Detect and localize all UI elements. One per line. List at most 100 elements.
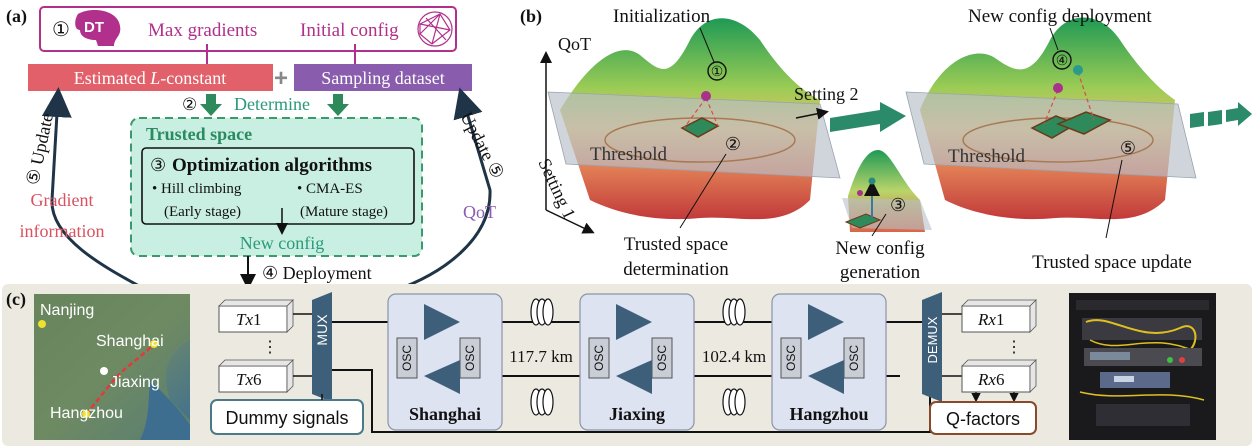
mature-stage-label: (Mature stage) — [300, 204, 388, 220]
node-label-hangzhou: Hangzhou — [789, 404, 868, 424]
osc-label-1: OSC — [400, 345, 414, 371]
plus-sign: + — [274, 65, 288, 92]
step1-marker-circle — [707, 61, 727, 81]
step5-marker: ⑤ — [1120, 138, 1136, 158]
amplifier-forward — [808, 304, 844, 340]
span1-length: 117.7 km — [509, 347, 573, 366]
osc-label-3: OSC — [592, 345, 606, 371]
threshold-label-right: Threshold — [948, 146, 1026, 167]
projection-line-4 — [1077, 71, 1095, 121]
estimated-l-constant-box — [28, 64, 273, 91]
deployment-label: ④ Deployment — [262, 263, 372, 283]
osc-box — [843, 337, 865, 379]
cma-es-label: • CMA-ES — [297, 181, 363, 197]
step2-circle: ② — [182, 95, 197, 114]
map-dot-nanjing — [38, 320, 46, 328]
osc-box — [588, 337, 610, 379]
osc-box — [459, 337, 481, 379]
initialization-label: Initialization — [613, 6, 711, 27]
node-label-shanghai: Shanghai — [409, 404, 481, 424]
map-label-hangzhou: Hangzhou — [50, 405, 123, 422]
tx-vdots: ⋮ — [262, 339, 278, 356]
map-dot-jiaxing — [100, 367, 108, 375]
q-factors-box — [929, 401, 1037, 435]
osc-label-5: OSC — [784, 345, 798, 371]
trusted-space-determination-line1: Trusted space — [624, 234, 728, 255]
trusted-region-patch-right-b — [1056, 111, 1112, 135]
osc-label-2: OSC — [463, 345, 477, 371]
panel-c: (c) Nanjing Shanghai Jiaxing Hangzhou Tx… — [2, 284, 1252, 446]
sampling-dataset-label: Sampling dataset — [321, 68, 444, 88]
map-route — [85, 343, 155, 415]
qot-label-a: QoT — [463, 202, 496, 222]
rx-vdots: ⋮ — [1006, 339, 1022, 356]
gradient-information-line2: information — [20, 221, 105, 241]
new-config-generation-line2: generation — [840, 262, 921, 283]
new-config-deployment-label: New config deployment — [968, 6, 1152, 27]
node-label-jiaxing: Jiaxing — [609, 404, 665, 424]
map-dot-shanghai — [150, 340, 158, 348]
trusted-space-update-label: Trusted space update — [1032, 252, 1192, 273]
determine-arrow-left — [200, 94, 222, 116]
step5-leader — [1105, 159, 1123, 239]
panel-b: (b) QoT Setting 1 Threshold ① Initializa… — [520, 6, 1252, 283]
deployment-leader — [1049, 27, 1059, 51]
digital-twin-head-icon — [75, 10, 121, 46]
trusted-space-title: Trusted space — [146, 124, 252, 144]
map-dot-hangzhou — [82, 410, 90, 418]
rx1-box-bevel — [961, 299, 1037, 333]
dt-badge-text: DT — [84, 19, 104, 36]
gradient-update-curve — [41, 87, 151, 294]
flow-arrows-right — [1190, 102, 1252, 128]
node-shanghai — [387, 293, 503, 431]
step2-marker: ② — [725, 134, 741, 154]
threshold-contour-left — [604, 117, 796, 163]
fiber-spools — [530, 298, 746, 416]
osc-box — [396, 337, 418, 379]
panel-b-label: (b) — [520, 6, 542, 27]
osc-box — [651, 337, 673, 379]
network-sphere-icon — [417, 11, 453, 47]
new-config-label: New config — [240, 233, 324, 253]
step3-circle: ③ — [150, 155, 166, 175]
node-internals — [396, 304, 865, 394]
update-right-label: Update ⑤ — [456, 108, 508, 182]
map-label-shanghai: Shanghai — [96, 333, 164, 350]
map-label-nanjing: Nanjing — [40, 302, 94, 319]
node-jiaxing — [579, 293, 695, 431]
max-gradients-label: Max gradients — [148, 20, 257, 41]
digital-twin-box — [39, 6, 457, 52]
trusted-space-determination-line2: determination — [623, 259, 729, 280]
initial-point — [701, 91, 711, 101]
setting1-axis — [545, 209, 595, 234]
early-stage-label: (Early stage) — [164, 204, 241, 220]
optimization-algorithms-title: Optimization algorithms — [172, 155, 372, 176]
hill-climbing-label: • Hill climbing — [152, 181, 242, 197]
rx1-label: Rx1 — [977, 310, 1004, 329]
step3-leader — [871, 213, 887, 237]
deployed-point-new — [1073, 65, 1083, 75]
setting1-label: Setting 1 — [534, 155, 579, 222]
amplifier-backward — [808, 360, 844, 394]
node-hangzhou — [771, 293, 887, 431]
deployed-point-old — [1053, 83, 1063, 93]
step2-leader — [679, 153, 727, 229]
map-label-jiaxing: Jiaxing — [110, 374, 160, 391]
tx1-box-bevel — [218, 299, 294, 333]
panel-c-label: (c) — [6, 289, 26, 310]
dummy-signals-label: Dummy signals — [225, 408, 348, 428]
osc-box — [780, 337, 802, 379]
generation-inset — [842, 150, 932, 232]
amplifier-backward — [424, 360, 460, 394]
mux-label: MUX — [314, 314, 330, 346]
projection-line-3 — [1043, 89, 1059, 125]
new-config-generation-line1: New config — [835, 238, 925, 259]
step3-marker: ③ — [890, 195, 906, 215]
dummy-signals-box — [210, 399, 364, 435]
panel-a-label: (a) — [6, 6, 27, 27]
qot-update-curve — [395, 87, 492, 292]
qot-axis-label: QoT — [558, 34, 591, 54]
osc-label-6: OSC — [847, 345, 861, 371]
step1-marker-text: ① — [711, 65, 724, 80]
